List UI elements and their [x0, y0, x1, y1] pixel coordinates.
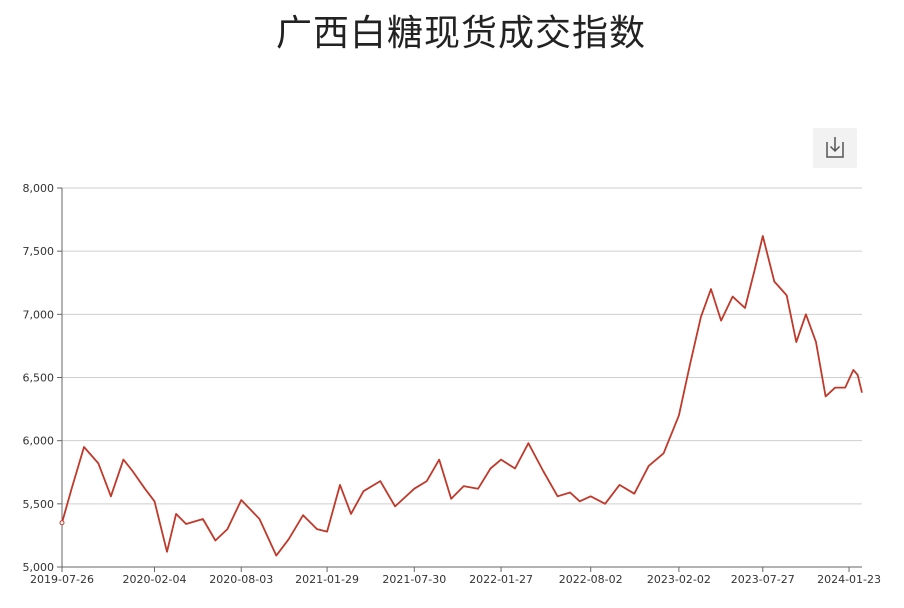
y-tick-label: 7,500	[23, 245, 55, 258]
x-tick-label: 2020-08-03	[209, 573, 273, 586]
y-tick-label: 5,500	[23, 498, 55, 511]
x-tick-label: 2024-01-23	[817, 573, 881, 586]
y-tick-label: 5,000	[23, 561, 55, 574]
x-tick-label: 2021-07-30	[382, 573, 446, 586]
y-tick-label: 6,500	[23, 372, 55, 385]
x-tick-label: 2022-01-27	[469, 573, 533, 586]
y-tick-label: 6,000	[23, 435, 55, 448]
y-tick-label: 8,000	[23, 182, 55, 195]
y-tick-label: 7,000	[23, 308, 55, 321]
x-tick-label: 2021-01-29	[295, 573, 359, 586]
series-line	[61, 235, 863, 557]
series-start-point	[59, 520, 65, 526]
download-icon	[826, 137, 844, 158]
x-tick-label: 2023-07-27	[731, 573, 795, 586]
x-tick-label: 2019-07-26	[30, 573, 94, 586]
save-image-button[interactable]	[813, 128, 857, 168]
chart-title: 广西白糖现货成交指数	[275, 13, 646, 54]
x-tick-label: 2022-08-02	[559, 573, 623, 586]
x-tick-label: 2020-02-04	[123, 573, 187, 586]
x-tick-label: 2023-02-02	[647, 573, 711, 586]
